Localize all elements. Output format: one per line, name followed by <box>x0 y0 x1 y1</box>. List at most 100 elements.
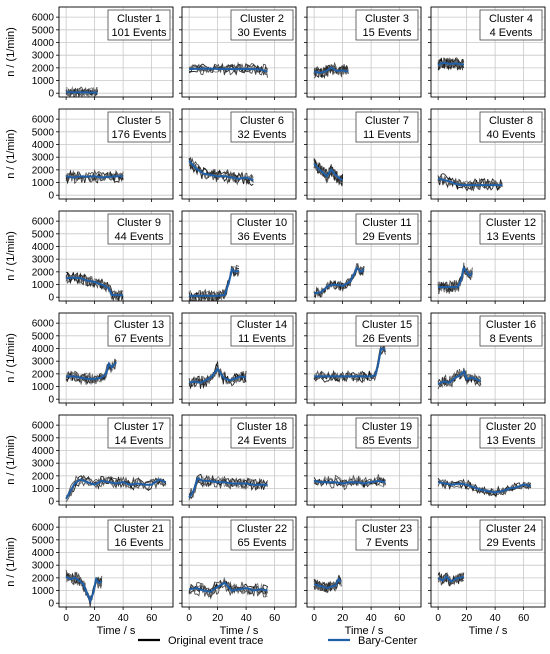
panel-cluster-15: Cluster 15 26 Events <box>304 312 422 406</box>
cluster-events: 29 Events <box>363 231 412 243</box>
y-tick-label: 5000 <box>32 331 55 342</box>
panel-frame <box>306 312 422 404</box>
label-box <box>230 213 294 245</box>
cluster-title: Cluster 16 <box>486 319 536 331</box>
panel-frame <box>58 6 174 98</box>
plot-area <box>65 85 98 97</box>
grid <box>431 517 545 607</box>
y-tick-label: 2000 <box>32 267 55 278</box>
y-tick-label: 0 <box>48 191 54 202</box>
plot-area <box>437 173 503 192</box>
cluster-title: Cluster 5 <box>117 115 161 127</box>
y-tick-label: 0 <box>48 395 54 406</box>
y-tick-label: 0 <box>48 599 54 610</box>
cluster-label: Cluster 7 11 Events <box>355 111 419 143</box>
panel-cluster-16: Cluster 16 8 Events <box>428 312 546 406</box>
cluster-title: Cluster 18 <box>237 421 287 433</box>
cluster-label: Cluster 11 29 Events <box>355 213 419 245</box>
y-tick-label: 1000 <box>32 280 55 291</box>
panel-frame <box>306 516 422 608</box>
bary-center-line <box>188 581 268 593</box>
plot-area <box>313 263 365 299</box>
cluster-label: Cluster 13 67 Events <box>107 315 171 347</box>
cluster-label: Cluster 20 13 Events <box>479 417 543 449</box>
bary-center-line <box>313 66 349 74</box>
y-tick-label: 5000 <box>32 433 55 444</box>
grid <box>182 415 296 505</box>
cluster-events: 101 Events <box>111 27 167 39</box>
cluster-label: Cluster 1 101 Events <box>107 9 171 41</box>
panel-cluster-8: Cluster 8 40 Events <box>428 108 546 202</box>
plot-area <box>437 571 465 587</box>
y-tick-label: 1000 <box>32 586 55 597</box>
y-tick-label: 4000 <box>32 548 55 559</box>
label-box <box>355 213 419 245</box>
cluster-events: 11 Events <box>363 129 412 141</box>
cluster-events: 8 Events <box>490 333 533 345</box>
y-tick-label: 4000 <box>32 446 55 457</box>
event-trace <box>188 360 247 390</box>
y-tick-label: 6000 <box>32 115 55 126</box>
bary-center-line <box>313 162 344 181</box>
plot-area <box>188 360 247 390</box>
cluster-label: Cluster 19 85 Events <box>355 417 419 449</box>
x-tick-label: 20 <box>89 613 101 624</box>
cluster-label: Cluster 16 8 Events <box>479 315 543 347</box>
panel-frame <box>181 312 297 404</box>
panel-frame <box>181 108 297 200</box>
panel-frame <box>430 414 546 506</box>
cluster-title: Cluster 17 <box>114 421 164 433</box>
label-box <box>230 417 294 449</box>
y-axis-label: n / (1/min) <box>5 129 17 179</box>
cluster-title: Cluster 19 <box>362 421 412 433</box>
cluster-label: Cluster 15 26 Events <box>355 315 419 347</box>
cluster-title: Cluster 7 <box>365 115 409 127</box>
cluster-title: Cluster 21 <box>114 523 164 535</box>
event-trace <box>65 85 98 97</box>
y-axis-label: n / (1/min) <box>5 27 17 77</box>
cluster-title: Cluster 15 <box>362 319 412 331</box>
y-tick-label: 5000 <box>32 25 55 36</box>
bary-center-line <box>65 575 103 604</box>
grid <box>59 109 173 199</box>
panel-cluster-19: Cluster 19 85 Events <box>304 414 422 508</box>
bary-center-line <box>66 361 117 380</box>
x-tick-label: 20 <box>212 613 224 624</box>
x-tick-label: 40 <box>118 613 130 624</box>
plot-area <box>65 474 167 503</box>
cluster-title: Cluster 2 <box>240 13 284 25</box>
label-box <box>107 111 171 143</box>
y-tick-label: 2000 <box>32 369 55 380</box>
x-tick-label: 20 <box>337 613 349 624</box>
y-tick-label: 4000 <box>32 140 55 151</box>
cluster-title: Cluster 4 <box>489 13 533 25</box>
plot-area <box>313 474 386 491</box>
y-tick-label: 6000 <box>32 421 55 432</box>
cluster-title: Cluster 11 <box>362 217 411 229</box>
x-tick-label: 0 <box>435 613 441 624</box>
legend-item: Bary-Center <box>328 635 418 647</box>
cluster-title: Cluster 13 <box>114 319 164 331</box>
plot-area <box>437 262 473 295</box>
y-axis-label: n / (1/min) <box>5 537 17 587</box>
panel-cluster-4: Cluster 4 4 Events <box>428 6 546 100</box>
cluster-events: 26 Events <box>363 333 412 345</box>
cluster-title: Cluster 14 <box>237 319 287 331</box>
cluster-title: Cluster 23 <box>362 523 412 535</box>
bary-center-line <box>188 477 268 498</box>
event-trace <box>65 475 167 497</box>
cluster-title: Cluster 6 <box>240 115 284 127</box>
cluster-events: 65 Events <box>238 537 287 549</box>
y-tick-label: 3000 <box>32 357 55 368</box>
cluster-label: Cluster 23 7 Events <box>355 519 419 551</box>
cluster-label: Cluster 9 44 Events <box>107 213 171 245</box>
cluster-label: Cluster 14 11 Events <box>230 315 294 347</box>
cluster-events: 29 Events <box>487 537 536 549</box>
x-tick-label: 20 <box>461 613 473 624</box>
label-box <box>355 111 419 143</box>
plot-area <box>188 61 268 78</box>
bary-center-line <box>189 267 240 297</box>
label-box <box>479 315 543 347</box>
